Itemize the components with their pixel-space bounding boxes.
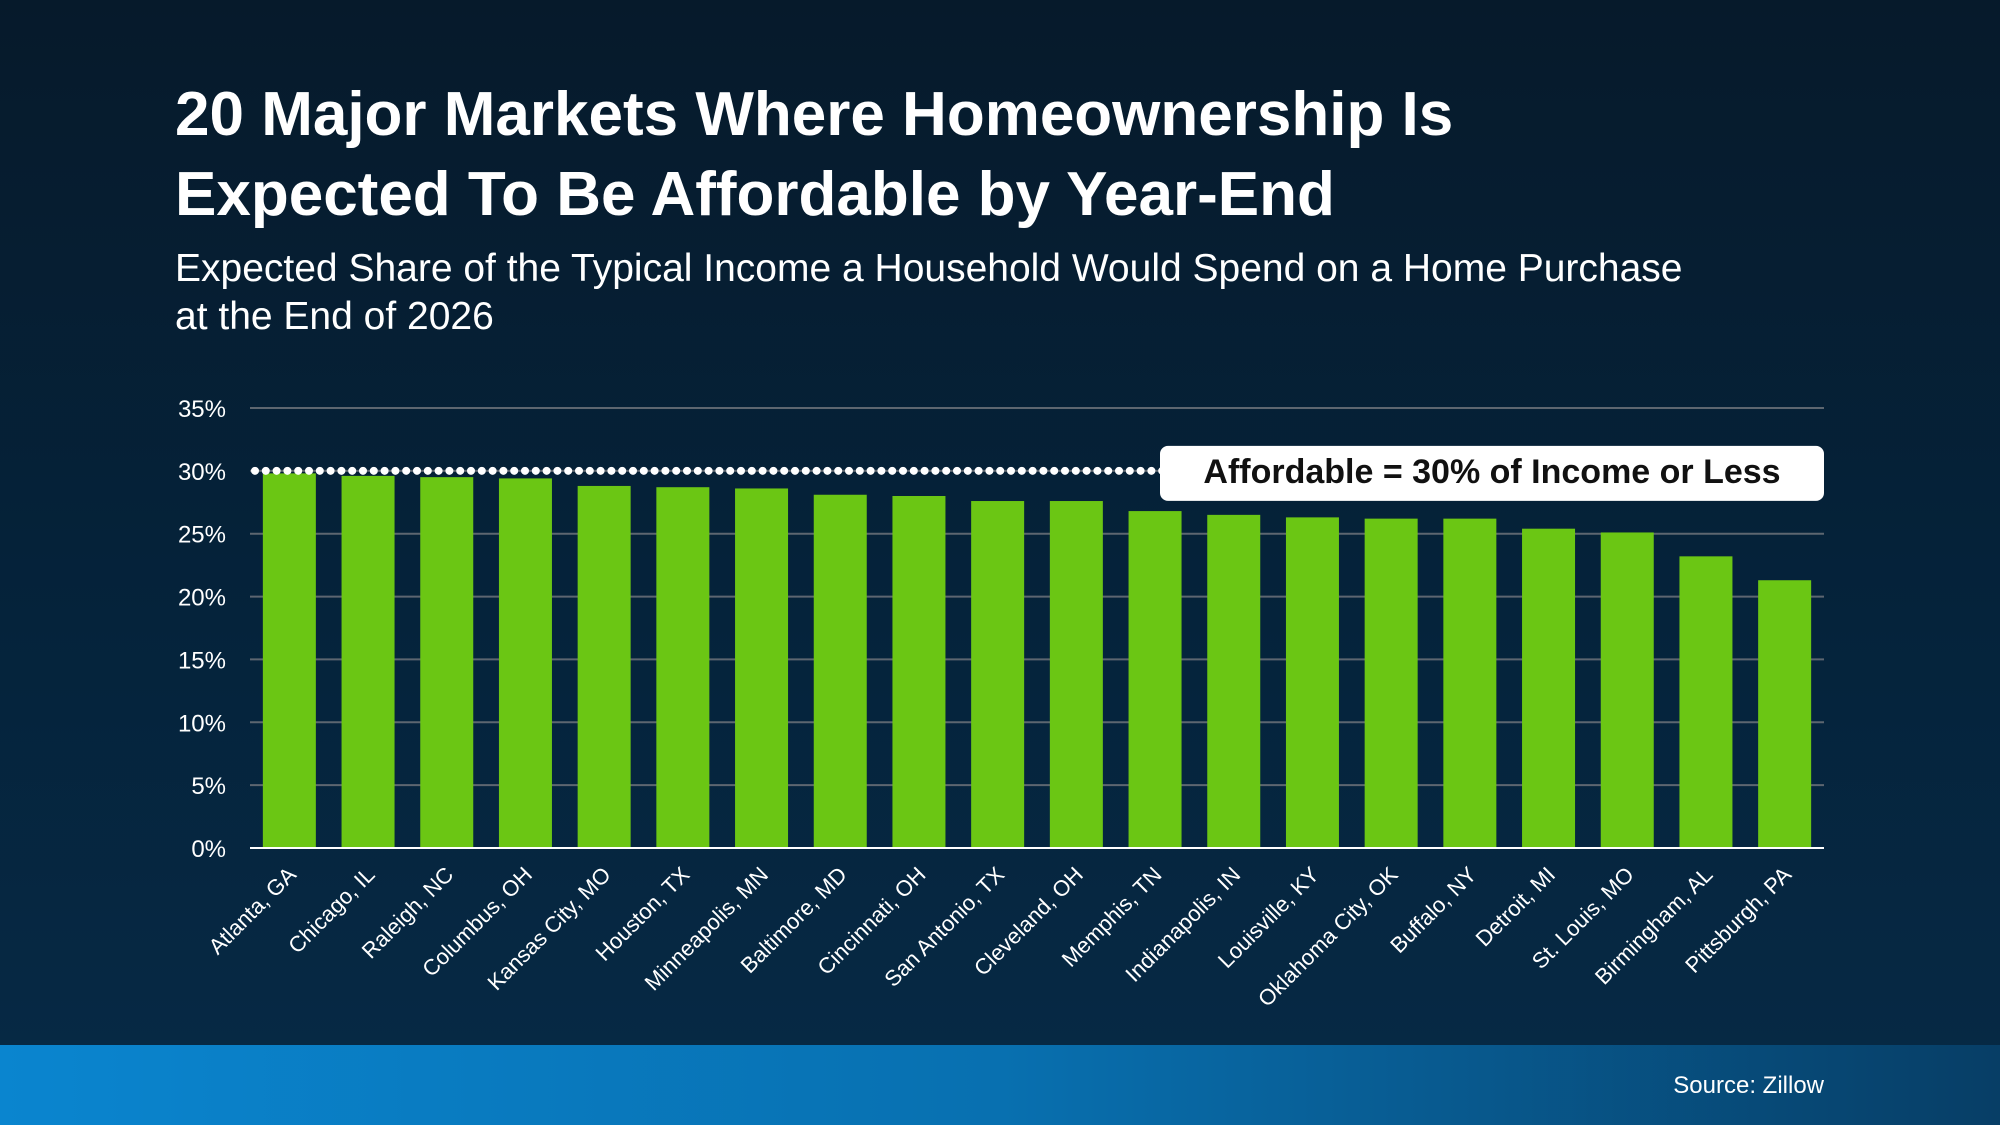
bar (1679, 556, 1733, 848)
bar (498, 478, 552, 848)
chart-subtitle: Expected Share of the Typical Income a H… (175, 245, 1875, 341)
y-tick-label: 20% (178, 585, 226, 612)
bar (577, 485, 631, 848)
subtitle-line-2: at the End of 2026 (175, 295, 494, 338)
bar (1049, 501, 1103, 848)
bar (656, 487, 710, 848)
bar (1285, 517, 1339, 848)
bar (971, 501, 1025, 848)
reference-label-box (1160, 445, 1824, 501)
bar (420, 477, 474, 848)
y-tick-label: 10% (178, 710, 226, 737)
title-line-1: 20 Major Markets Where Homeownership Is (175, 80, 1454, 149)
subtitle-line-1: Expected Share of the Typical Income a H… (175, 247, 1683, 290)
title-line-2: Expected To Be Affordable by Year-End (175, 160, 1335, 229)
bar (1207, 514, 1261, 848)
bar (341, 475, 395, 848)
bar (892, 496, 946, 848)
y-tick-label: 30% (178, 459, 226, 486)
reference-label: Affordable = 30% of Income or Less (1203, 453, 1780, 491)
y-tick-label: 15% (178, 647, 226, 674)
chart-title: 20 Major Markets Where Homeownership Is E… (175, 75, 1875, 235)
bar (1128, 511, 1182, 848)
x-tick-label: Oklahoma City, OK (1253, 862, 1403, 1012)
bar (1600, 532, 1654, 848)
y-tick-label: 0% (191, 836, 226, 863)
y-tick-label: 35% (178, 396, 226, 423)
footer-band (0, 1045, 2000, 1125)
bar (1522, 528, 1576, 848)
source-label: Source: Zillow (1673, 1072, 1824, 1099)
x-tick-label: Buffalo, NY (1385, 862, 1481, 958)
y-tick-label: 25% (178, 522, 226, 549)
bar (813, 494, 867, 848)
bar (262, 473, 316, 848)
bar-chart: 0%5%10%15%20%25%30%35%Atlanta, GAChicago… (178, 396, 1824, 1012)
bar (735, 488, 789, 848)
bar (1758, 580, 1812, 848)
bar (1443, 518, 1497, 848)
y-tick-label: 5% (191, 773, 226, 800)
bar (1364, 518, 1418, 848)
